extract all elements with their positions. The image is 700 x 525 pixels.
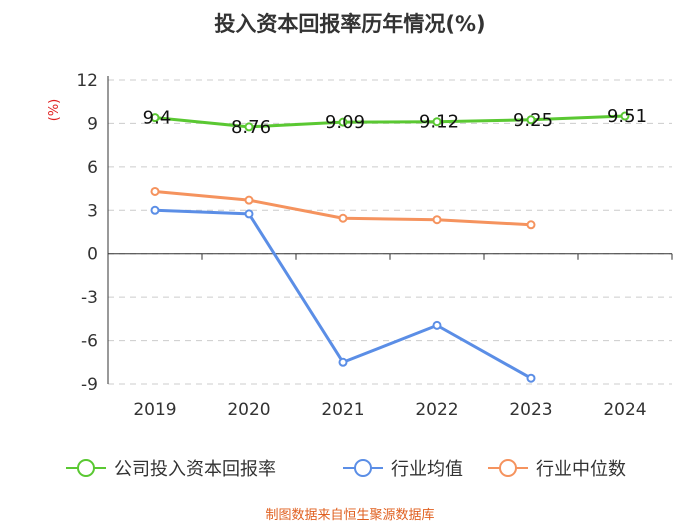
- series-line-0: [154, 114, 626, 129]
- legend-marker-1: [354, 459, 372, 477]
- y-tick-label: 12: [76, 71, 98, 91]
- data-point: [338, 117, 348, 127]
- legend: 公司投入资本回报率 行业均值 行业中位数: [66, 459, 626, 480]
- data-point: [620, 111, 630, 121]
- data-point: [526, 220, 536, 230]
- data-point: [432, 117, 442, 127]
- data-label: 9.12: [419, 112, 459, 133]
- data-label: 9.4: [143, 108, 172, 129]
- x-tick-label: 2023: [509, 400, 552, 420]
- data-point: [526, 373, 536, 383]
- x-tick-label: 2022: [415, 400, 458, 420]
- data-point: [150, 113, 160, 123]
- data-label: 8.76: [231, 117, 271, 138]
- y-tick-label: 6: [87, 158, 98, 178]
- legend-marker-2: [499, 459, 517, 477]
- x-tick-label: 2024: [603, 400, 646, 420]
- data-point: [150, 186, 160, 196]
- data-label: 9.09: [325, 112, 365, 133]
- data-point: [244, 122, 254, 132]
- data-point: [244, 195, 254, 205]
- legend-label-0: 公司投入资本回报率: [114, 459, 276, 480]
- series-line-1: [154, 208, 532, 380]
- y-tick-label: -9: [81, 375, 98, 395]
- x-tick-label: 2021: [321, 400, 364, 420]
- y-tick-label: 3: [87, 201, 98, 221]
- legend-marker-0: [77, 459, 95, 477]
- y-axis-unit: (%): [47, 99, 62, 122]
- legend-label-1: 行业均值: [391, 459, 463, 480]
- data-point: [526, 115, 536, 125]
- data-labels: 9.4 8.76 9.09 9.12 9.25 9.51: [143, 106, 647, 138]
- axes: 12 9 6 3 0 -3 -6 -9 2019 2020 2021 2022 2023 2024: [76, 71, 673, 420]
- series-group: [150, 111, 630, 383]
- data-point: [244, 209, 254, 219]
- chart-title: 投入资本回报率历年情况(%): [214, 12, 485, 36]
- data-point: [150, 205, 160, 215]
- x-tick-label: 2019: [133, 400, 176, 420]
- data-point: [338, 357, 348, 367]
- source-note: 制图数据来自恒生聚源数据库: [265, 507, 434, 523]
- data-label: 9.51: [607, 106, 647, 127]
- legend-label-2: 行业中位数: [536, 459, 626, 480]
- y-tick-label: -3: [81, 288, 98, 308]
- grid-lines: [108, 79, 672, 385]
- y-tick-label: 9: [87, 114, 98, 134]
- y-tick-label: 0: [87, 245, 98, 265]
- data-point: [432, 215, 442, 225]
- y-tick-label: -6: [81, 332, 98, 352]
- x-tick-label: 2020: [227, 400, 270, 420]
- data-label: 9.25: [513, 110, 553, 131]
- data-point: [432, 320, 442, 330]
- data-point: [338, 213, 348, 223]
